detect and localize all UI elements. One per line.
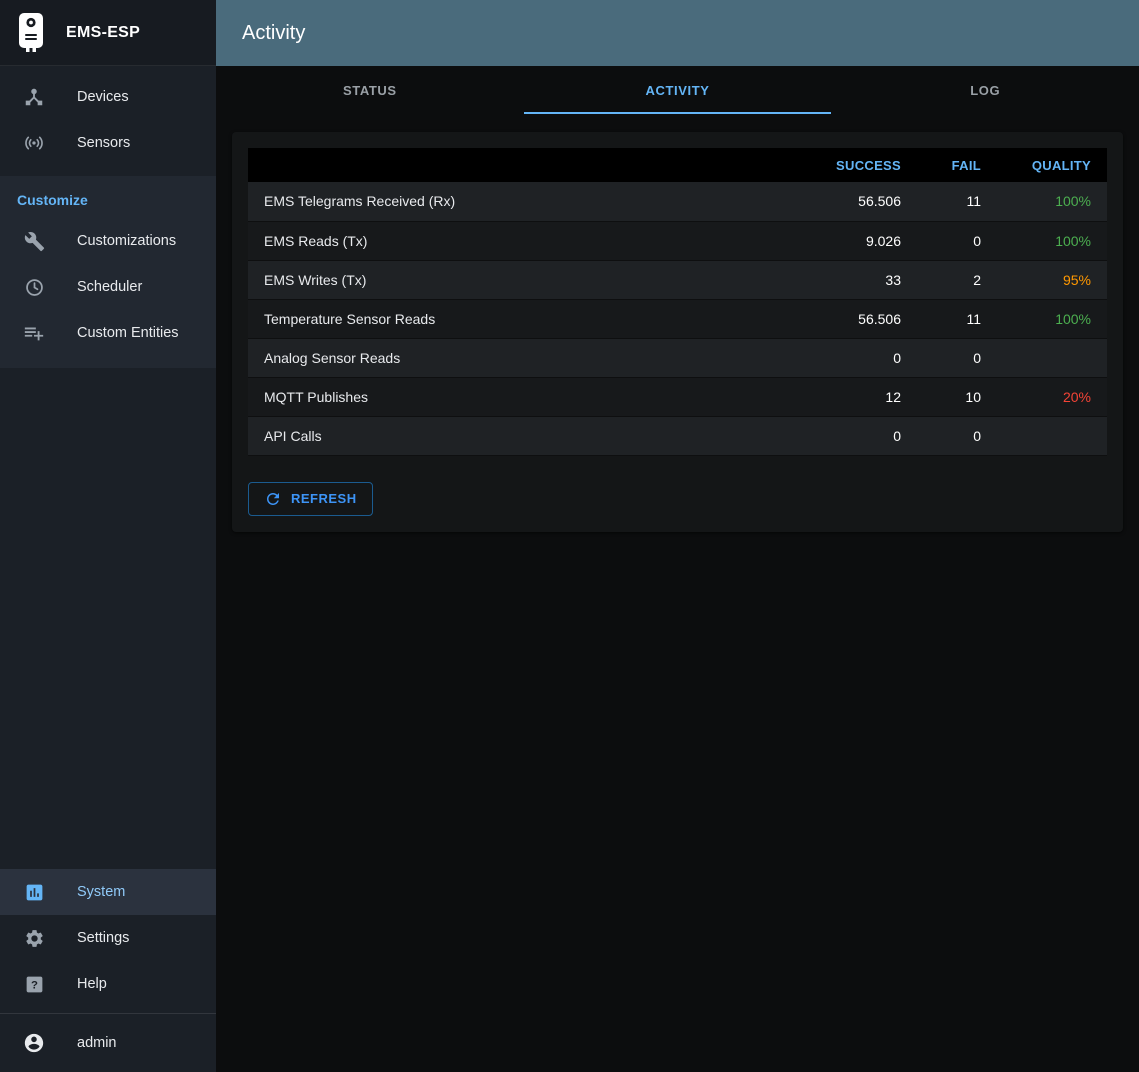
success-value: 33 bbox=[885, 271, 901, 288]
sidebar-item-label: Settings bbox=[77, 930, 130, 946]
table-row: API Calls 0 0 bbox=[248, 416, 1107, 455]
quality-value: 100% bbox=[1055, 193, 1091, 210]
refresh-button[interactable]: REFRESH bbox=[248, 481, 373, 516]
activity-card: SUCCESS FAIL QUALITY EMS Telegrams Recei… bbox=[232, 132, 1123, 532]
fail-value: 10 bbox=[965, 388, 981, 405]
col-header-fail: FAIL bbox=[917, 148, 997, 182]
table-row: EMS Writes (Tx) 33 2 95% bbox=[248, 260, 1107, 299]
sensors-icon bbox=[22, 132, 46, 154]
clock-icon bbox=[22, 277, 46, 298]
refresh-button-label: REFRESH bbox=[291, 491, 357, 506]
activity-table: SUCCESS FAIL QUALITY EMS Telegrams Recei… bbox=[248, 148, 1107, 456]
fail-value: 0 bbox=[973, 349, 981, 366]
success-value: 0 bbox=[893, 349, 901, 366]
sidebar-item-label: Custom Entities bbox=[77, 325, 179, 341]
table-row: MQTT Publishes 12 10 20% bbox=[248, 377, 1107, 416]
success-value: 0 bbox=[893, 427, 901, 444]
sidebar-item-settings[interactable]: Settings bbox=[0, 915, 216, 961]
sidebar-item-label: Devices bbox=[77, 89, 129, 105]
success-value: 56.506 bbox=[858, 310, 901, 327]
metric-name: MQTT Publishes bbox=[264, 388, 368, 405]
sidebar-bottom-nav: System Settings ? Help bbox=[0, 869, 216, 1072]
col-header-name bbox=[248, 148, 797, 182]
tab-activity[interactable]: ACTIVITY bbox=[523, 66, 832, 114]
sidebar-spacer bbox=[0, 368, 216, 869]
tab-log[interactable]: LOG bbox=[970, 82, 1001, 98]
device-hub-icon bbox=[22, 86, 46, 108]
bar-chart-icon bbox=[22, 882, 46, 903]
metric-name: EMS Writes (Tx) bbox=[264, 271, 367, 288]
sidebar-item-label: System bbox=[77, 884, 126, 900]
table-row: EMS Telegrams Received (Rx) 56.506 11 10… bbox=[248, 182, 1107, 221]
sidebar-item-label: Help bbox=[77, 976, 107, 992]
col-header-quality: QUALITY bbox=[997, 148, 1107, 182]
sidebar: EMS-ESP Devices Se bbox=[0, 0, 216, 1072]
tab-bar: STATUS ACTIVITY LOG bbox=[216, 66, 1139, 114]
sidebar-header: EMS-ESP bbox=[0, 0, 216, 66]
sidebar-item-label: Sensors bbox=[77, 135, 131, 151]
quality-value: 20% bbox=[1062, 388, 1091, 405]
playlist-add-icon bbox=[22, 322, 46, 344]
sidebar-item-help[interactable]: ? Help bbox=[0, 961, 216, 1007]
ems-esp-logo-icon bbox=[16, 12, 46, 54]
fail-value: 0 bbox=[973, 232, 981, 249]
sidebar-item-custom-entities[interactable]: Custom Entities bbox=[0, 310, 216, 356]
tab-status[interactable]: STATUS bbox=[343, 82, 397, 98]
gear-icon bbox=[22, 928, 46, 949]
sidebar-main-nav: Devices Sensors bbox=[0, 66, 216, 176]
app-bar: Activity bbox=[216, 0, 1139, 66]
app-title: EMS-ESP bbox=[66, 23, 141, 41]
metric-name: Analog Sensor Reads bbox=[264, 349, 401, 366]
quality-value bbox=[997, 416, 1107, 455]
sidebar-divider bbox=[0, 1013, 216, 1014]
metric-name: API Calls bbox=[264, 427, 322, 444]
help-icon: ? bbox=[22, 974, 46, 995]
sidebar-item-system[interactable]: System bbox=[0, 869, 216, 915]
refresh-icon bbox=[264, 490, 282, 508]
table-row: EMS Reads (Tx) 9.026 0 100% bbox=[248, 221, 1107, 260]
fail-value: 2 bbox=[973, 271, 981, 288]
fail-value: 0 bbox=[973, 427, 981, 444]
table-row: Analog Sensor Reads 0 0 bbox=[248, 338, 1107, 377]
metric-name: Temperature Sensor Reads bbox=[264, 310, 436, 327]
metric-name: EMS Telegrams Received (Rx) bbox=[264, 193, 456, 210]
quality-value: 100% bbox=[1055, 310, 1091, 327]
col-header-success: SUCCESS bbox=[797, 148, 917, 182]
account-circle-icon bbox=[22, 1032, 46, 1054]
main-content: Activity STATUS ACTIVITY LOG SUCCESS FAI… bbox=[216, 0, 1139, 1072]
page-title: Activity bbox=[242, 21, 306, 44]
tools-icon bbox=[22, 231, 46, 252]
sidebar-item-label: Customizations bbox=[77, 233, 177, 249]
sidebar-item-sensors[interactable]: Sensors bbox=[0, 120, 216, 166]
svg-text:?: ? bbox=[31, 979, 38, 991]
customize-section-heading[interactable]: Customize bbox=[17, 192, 88, 208]
sidebar-customize-section: Customize Customizations Scheduler bbox=[0, 176, 216, 368]
fail-value: 11 bbox=[966, 310, 981, 327]
sidebar-item-devices[interactable]: Devices bbox=[0, 74, 216, 120]
username-label: admin bbox=[77, 1035, 117, 1051]
sidebar-item-label: Scheduler bbox=[77, 279, 143, 295]
success-value: 56.506 bbox=[858, 193, 901, 210]
sidebar-item-customizations[interactable]: Customizations bbox=[0, 218, 216, 264]
success-value: 9.026 bbox=[865, 232, 901, 249]
quality-value bbox=[997, 338, 1107, 377]
success-value: 12 bbox=[885, 388, 901, 405]
quality-value: 95% bbox=[1062, 271, 1091, 288]
table-header-row: SUCCESS FAIL QUALITY bbox=[248, 148, 1107, 182]
sidebar-item-scheduler[interactable]: Scheduler bbox=[0, 264, 216, 310]
quality-value: 100% bbox=[1055, 232, 1091, 249]
metric-name: EMS Reads (Tx) bbox=[264, 232, 368, 249]
table-row: Temperature Sensor Reads 56.506 11 100% bbox=[248, 299, 1107, 338]
sidebar-item-user[interactable]: admin bbox=[0, 1014, 216, 1072]
fail-value: 11 bbox=[966, 193, 981, 210]
